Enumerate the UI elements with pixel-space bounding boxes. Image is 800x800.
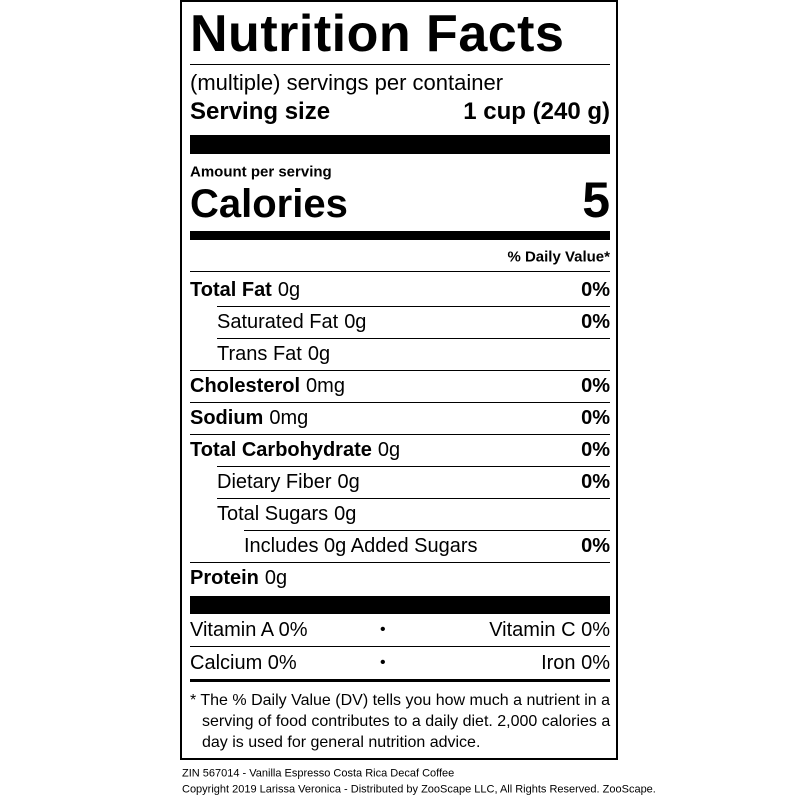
nutrient-name: Total Sugars (217, 503, 329, 525)
label-border (180, 0, 618, 760)
nutrient-row: Cholesterol 0mg (190, 376, 345, 396)
thick-rule (190, 135, 610, 154)
nutrient-name: Total Carbohydrate (190, 439, 372, 461)
nutrient-name: Cholesterol (190, 375, 301, 397)
nutrient-amount: 0g (377, 439, 401, 461)
nutrient-row: Total Carbohydrate 0g (190, 440, 400, 460)
title: Nutrition Facts (190, 5, 565, 63)
nutrient-name: Saturated Fat (217, 311, 339, 333)
rule (190, 271, 610, 272)
nutrient-row: Sodium 0mg (190, 408, 308, 428)
servings: (multiple) servings per container (190, 70, 504, 95)
nutrient-amount: 0g (264, 567, 288, 589)
daily-value: 0% (581, 279, 610, 301)
nutrient-row: Saturated Fat 0g (217, 312, 366, 332)
nutrient-amount: 0g (337, 471, 360, 493)
rule (217, 498, 610, 499)
thick-rule (190, 596, 610, 614)
rule (244, 530, 610, 531)
nutrient-row: Total Fat 0g (190, 280, 300, 300)
daily-value: 0% (581, 439, 610, 461)
nutrient-name: Trans Fat (217, 343, 302, 365)
nutrient-amount: 0g (344, 311, 367, 333)
rule (190, 646, 610, 647)
rule (190, 64, 610, 65)
footnote: * The % Daily Value (DV) tells you how m… (190, 692, 611, 751)
footer-line: ZIN 567014 - Vanilla Espresso Costa Rica… (182, 767, 455, 780)
serving-size-value: 1 cup (240 g) (463, 98, 610, 125)
serving-size-label: Serving size (190, 98, 331, 125)
amount-per-serving: Amount per serving (190, 163, 332, 181)
rule (190, 434, 610, 435)
rule (190, 562, 610, 563)
daily-value: 0% (581, 375, 610, 397)
nutrient-name: Dietary Fiber (217, 471, 332, 493)
vitamin-left: Calcium 0% (190, 652, 297, 674)
footer-line: Copyright 2019 Larissa Veronica - Distri… (182, 783, 656, 796)
daily-value: 0% (581, 311, 610, 333)
rule (217, 306, 610, 307)
rule (217, 466, 610, 467)
daily-value: 0% (581, 407, 610, 429)
nutrient-name: Includes 0g Added Sugars (244, 535, 478, 557)
nutrient-row: Total Sugars 0g (217, 504, 356, 524)
nutrient-amount: 0mg (269, 407, 309, 429)
rule (190, 679, 610, 682)
daily-value: 0% (581, 535, 610, 557)
daily-value-header: % Daily Value* (507, 248, 610, 266)
nutrient-name: Sodium (190, 407, 264, 429)
rule (190, 402, 610, 403)
separator: • (380, 621, 386, 638)
nutrient-amount: 0g (334, 503, 357, 525)
vitamin-right: Vitamin C 0% (489, 619, 610, 641)
nutrient-row: Protein 0g (190, 568, 287, 588)
rule (217, 338, 610, 339)
calories-label: Calories (190, 182, 348, 226)
daily-value: 0% (581, 471, 610, 493)
nutrient-row: Trans Fat 0g (217, 344, 330, 364)
nutrient-name: Protein (190, 567, 259, 589)
separator: • (380, 654, 386, 671)
nutrient-row: Includes 0g Added Sugars (244, 536, 478, 556)
vitamin-left: Vitamin A 0% (190, 619, 308, 641)
nutrient-amount: 0g (307, 343, 331, 365)
calories-value: 5 (582, 172, 610, 228)
nutrient-amount: 0mg (306, 375, 345, 397)
nutrient-amount: 0g (277, 279, 301, 301)
nutrient-name: Total Fat (190, 279, 272, 301)
vitamin-right: Iron 0% (541, 652, 610, 674)
thick-rule (190, 231, 610, 240)
rule (190, 370, 610, 371)
nutrient-row: Dietary Fiber 0g (217, 472, 360, 492)
